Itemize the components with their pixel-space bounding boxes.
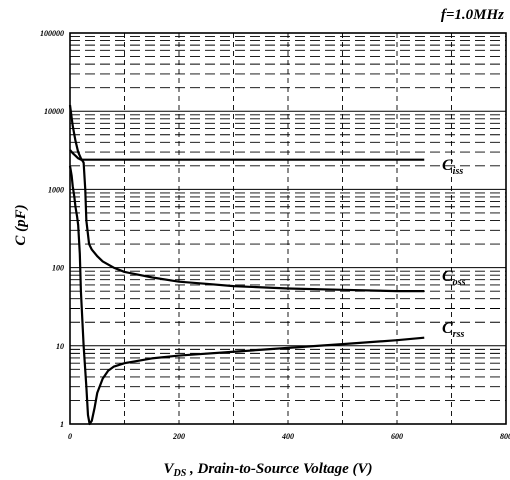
y-tick-labels: 1 10 100 1000 10000 100000 — [40, 29, 64, 429]
y-tick-label: 100 — [52, 264, 64, 273]
series-label-crss-sub: rss — [453, 329, 465, 340]
y-tick-label: 1000 — [48, 185, 64, 194]
series-label-coss-sub: oss — [453, 277, 466, 288]
series-label-ciss-sub: iss — [453, 166, 464, 177]
series-label-ciss-main: C — [442, 157, 453, 174]
series-label-crss-main: C — [442, 320, 453, 337]
series-line-rss — [68, 165, 425, 426]
y-tick-label: 10 — [56, 342, 64, 351]
x-tick-label: 800 — [500, 432, 510, 441]
series-layer — [68, 104, 425, 426]
x-tick-label: 400 — [281, 432, 294, 441]
y-tick-label: 1 — [60, 420, 64, 429]
series-line-oss — [68, 104, 425, 293]
series-label-coss-main: C — [442, 268, 453, 285]
y-tick-label: 100000 — [40, 29, 64, 38]
x-tick-labels: 0 200 400 600 800 — [68, 432, 510, 441]
series-labels: Ciss Coss Crss — [442, 157, 466, 340]
x-axis-label-main: V — [163, 461, 175, 477]
plot-frame — [69, 32, 507, 425]
x-axis-label-rest: , Drain-to-Source Voltage (V) — [186, 461, 372, 477]
frequency-annotation: f=1.0MHz — [441, 7, 504, 23]
grid-minor — [70, 33, 506, 424]
x-axis-label: VDS , Drain-to-Source Voltage (V) — [163, 461, 372, 479]
series-label-crss: Crss — [442, 320, 464, 340]
y-axis-label: C (pF) — [13, 204, 29, 245]
series-label-ciss: Ciss — [442, 157, 463, 177]
x-tick-label: 0 — [68, 432, 72, 441]
x-axis-label-sub: DS — [172, 468, 186, 479]
series-label-coss: Coss — [442, 268, 466, 288]
x-tick-label: 200 — [172, 432, 185, 441]
grid-major — [70, 110, 506, 347]
series-line-iss — [69, 149, 425, 161]
x-tick-label: 600 — [391, 432, 403, 441]
y-tick-label: 10000 — [44, 107, 64, 116]
